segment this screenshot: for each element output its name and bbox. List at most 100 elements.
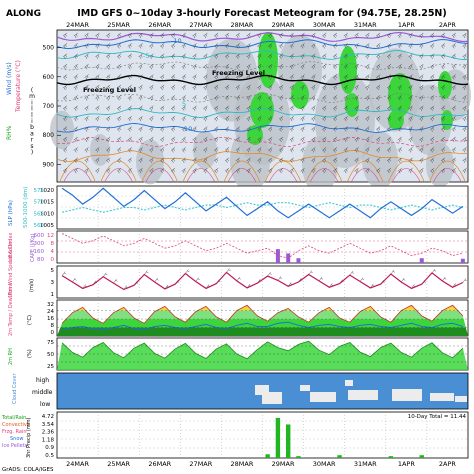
wind-barb — [214, 32, 219, 39]
wind-barb — [127, 116, 132, 122]
wind10-barb — [308, 270, 313, 275]
wind-barb — [386, 43, 392, 49]
wind-barb — [235, 74, 240, 80]
wind-barb — [430, 32, 435, 39]
wind-barb — [214, 126, 219, 132]
wind-barb — [289, 105, 294, 111]
wind-barb — [311, 64, 316, 70]
wind-barb — [278, 157, 284, 163]
wind-barb — [386, 147, 392, 153]
wind-barb — [138, 136, 143, 143]
cape-bar — [296, 258, 301, 263]
wind-barb — [95, 53, 100, 59]
wind10-barb — [339, 279, 344, 284]
wind-barb — [116, 126, 122, 132]
wind-barb — [170, 168, 176, 174]
wind-barb — [300, 53, 305, 59]
wind-barb — [246, 168, 251, 174]
wind-barb — [116, 157, 122, 163]
wind-barb — [376, 64, 381, 70]
wind-barb — [462, 95, 467, 101]
wind-barb — [343, 147, 348, 153]
contour-label-10: 10 — [184, 125, 192, 133]
wind-barb — [462, 116, 467, 122]
wind-barb — [235, 53, 240, 59]
wind-barb — [408, 105, 413, 111]
wind-barb — [149, 84, 154, 91]
wind-barb — [408, 53, 413, 59]
pressure-tick-label: 500 — [43, 45, 55, 52]
surface-arc — [309, 168, 339, 183]
wind-barb — [203, 84, 208, 91]
wind-barb — [235, 147, 240, 153]
wind10-barb — [174, 279, 180, 285]
day-axis-top: 24MAR 25MAR 26MAR 27MAR 28MAR 29MAR 30MAR 31MAR… — [66, 21, 456, 29]
wind-barb — [106, 32, 111, 39]
wind-barb — [300, 157, 305, 163]
wind-barb — [214, 64, 219, 70]
cloud-shade — [230, 128, 270, 192]
footer-credit: GrADS: COLA/IGES — [2, 467, 54, 473]
wind-barb — [440, 53, 446, 59]
wind-barb — [149, 95, 154, 101]
wind-barb — [365, 116, 370, 122]
wind-barb — [73, 105, 78, 111]
precip-tick-label: 1.18 — [42, 437, 55, 443]
wind-barb — [181, 53, 186, 59]
wind-barb — [106, 105, 111, 111]
wind-barb — [62, 95, 68, 101]
wind-barb — [451, 136, 456, 143]
wind-barb — [149, 32, 154, 39]
wind-barb — [354, 84, 359, 91]
wind-barb — [430, 136, 435, 143]
cloud-block — [310, 392, 336, 402]
wind-barb — [397, 64, 402, 70]
wind-barb — [192, 84, 197, 91]
cape-bar — [419, 258, 424, 263]
wind-barb — [343, 64, 348, 70]
millibars-letter: r — [31, 137, 34, 144]
rh2m-panel: 2m RH (%) 75 50 25 — [8, 337, 469, 371]
wind-barb — [289, 126, 294, 132]
wind-barb — [116, 116, 122, 122]
wind-barb — [440, 95, 446, 101]
slp-panel: SLP (hPa) 500-1000 (dm) 1020 1015 1010 1005… — [8, 185, 469, 230]
wind-barb — [192, 105, 197, 111]
legend-total-rain: Total/Rain — [1, 415, 26, 421]
temp-band — [57, 319, 468, 328]
wind-barb — [138, 43, 143, 49]
wind-barb — [397, 136, 402, 143]
wind-barb — [170, 43, 176, 49]
wind-barb — [95, 43, 100, 49]
wind-barb — [289, 64, 294, 70]
wind-barb — [386, 84, 392, 91]
wind-barb — [127, 32, 132, 39]
wind-barb — [300, 116, 305, 122]
wind-barb — [440, 168, 446, 174]
wind-barb — [127, 105, 132, 111]
wind-barb — [73, 136, 78, 143]
wind10-barb — [246, 283, 252, 289]
wind-barb — [440, 157, 446, 163]
wind-barb — [127, 147, 132, 153]
cape-label: CAPE (J/Kg) — [30, 234, 36, 262]
cloud-shade — [193, 130, 217, 170]
axis-tick-label: 3 — [51, 280, 55, 286]
wind-barb — [160, 105, 165, 111]
wind-barb — [300, 105, 305, 111]
legend-frzg-rain: Frzg. Rain — [2, 429, 27, 435]
wind-barb — [278, 74, 284, 80]
cloud-block — [345, 380, 353, 386]
wind-barb — [397, 157, 402, 163]
wind-barb — [419, 105, 424, 111]
axis-tick-label: 600 — [34, 233, 45, 239]
wind-barb — [268, 32, 273, 39]
surface-arc — [182, 160, 220, 183]
contour-label-5: 5 — [182, 100, 186, 108]
wind10-barb — [185, 269, 190, 274]
rh-blob — [388, 73, 412, 117]
wind-barb — [192, 116, 197, 122]
wind-barb — [376, 105, 381, 111]
wind-barb — [235, 32, 240, 39]
wind-barb — [300, 32, 305, 39]
